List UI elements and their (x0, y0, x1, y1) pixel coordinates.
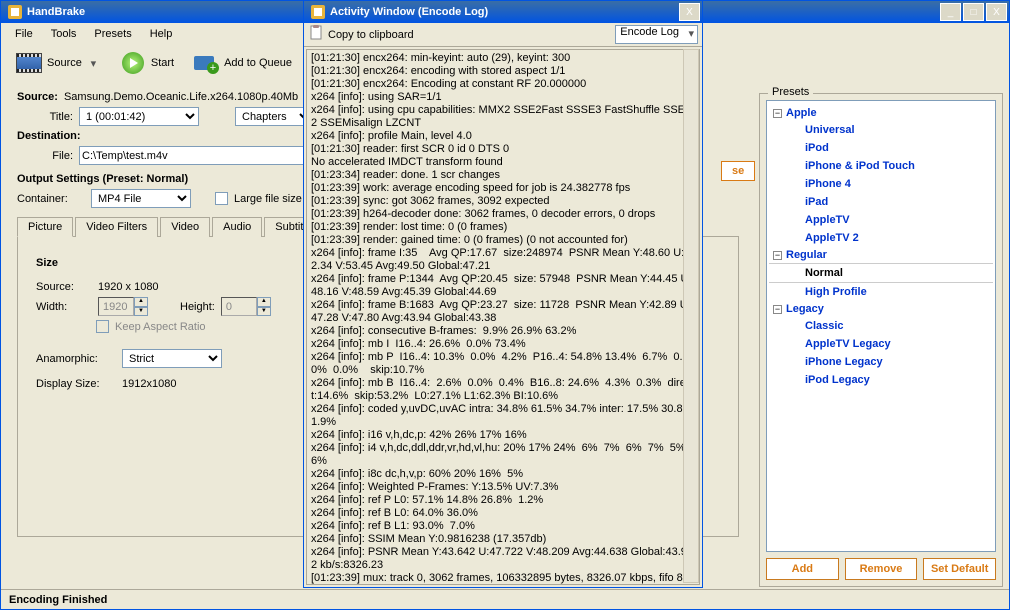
film-icon (15, 51, 43, 75)
play-icon (119, 51, 147, 75)
preset-default-button[interactable]: Set Default (923, 558, 996, 580)
preset-item[interactable]: iPad (769, 193, 993, 211)
title-label: Title: (17, 111, 73, 123)
large-file-checkbox[interactable] (215, 192, 228, 205)
height-label: Height: (180, 301, 215, 313)
collapse-icon[interactable]: − (773, 109, 782, 118)
keep-aspect-checkbox (96, 320, 109, 333)
collapse-icon[interactable]: − (773, 251, 782, 260)
width-label: Width: (36, 301, 92, 313)
display-size-label: Display Size: (36, 378, 116, 390)
preset-item[interactable]: AppleTV 2 (769, 229, 993, 247)
anamorphic-select[interactable]: Strict (122, 349, 222, 368)
app-icon (7, 4, 23, 20)
tab-audio[interactable]: Audio (212, 217, 262, 237)
preset-item[interactable]: iPod Legacy (769, 371, 993, 389)
height-spinner[interactable]: 0 ▲▼ (221, 297, 271, 316)
svg-text:+: + (210, 62, 216, 74)
source-dropdown-icon: ▾ (86, 57, 101, 70)
maximize-button[interactable]: □ (963, 3, 984, 21)
log-scrollbar[interactable] (683, 49, 699, 583)
activity-toolbar: Copy to clipboard Encode Log (304, 23, 702, 47)
preset-item[interactable]: Universal (769, 121, 993, 139)
large-file-label: Large file size (234, 193, 302, 205)
menu-tools[interactable]: Tools (43, 26, 85, 42)
collapse-icon[interactable]: − (773, 305, 782, 314)
encode-log[interactable]: [01:21:30] encx264: min-keyint: auto (29… (306, 49, 700, 585)
source-filename: Samsung.Demo.Oceanic.Life.x264.1080p.40M… (64, 91, 298, 103)
add-to-queue-button[interactable]: + Add to Queue (186, 49, 298, 77)
container-label: Container: (17, 193, 85, 205)
source-button[interactable]: Source ▾ (9, 49, 107, 77)
status-text: Encoding Finished (9, 594, 107, 606)
activity-icon (310, 4, 326, 20)
log-select[interactable]: Encode Log (615, 25, 698, 44)
preset-item[interactable]: High Profile (769, 283, 993, 301)
copy-clipboard-button[interactable]: Copy to clipboard (328, 29, 414, 41)
anamorphic-label: Anamorphic: (36, 353, 116, 365)
width-spinner[interactable]: 1920 ▲▼ (98, 297, 148, 316)
activity-titlebar[interactable]: Activity Window (Encode Log) X (304, 1, 702, 23)
container-select[interactable]: MP4 File (91, 189, 191, 208)
menu-presets[interactable]: Presets (86, 26, 139, 42)
preset-add-button[interactable]: Add (766, 558, 839, 580)
tab-video-filters[interactable]: Video Filters (75, 217, 158, 237)
start-button[interactable]: Start (113, 49, 180, 77)
clipboard-icon (308, 25, 324, 44)
destination-file-input[interactable] (79, 146, 309, 165)
presets-tree[interactable]: −Apple Universal iPod iPhone & iPod Touc… (766, 100, 996, 552)
presets-panel: Presets −Apple Universal iPod iPhone & i… (759, 93, 1003, 587)
preset-item-selected[interactable]: Normal (769, 263, 993, 283)
chevron-up-icon[interactable]: ▲ (257, 297, 271, 307)
presets-legend: Presets (768, 86, 813, 98)
preset-remove-button[interactable]: Remove (845, 558, 918, 580)
chevron-up-icon[interactable]: ▲ (134, 297, 148, 307)
close-button[interactable]: X (986, 3, 1007, 21)
pic-source-value: 1920 x 1080 (98, 281, 159, 293)
activity-close-button[interactable]: X (679, 3, 700, 21)
chevron-down-icon[interactable]: ▼ (134, 307, 148, 317)
minimize-button[interactable]: _ (940, 3, 961, 21)
chevron-down-icon[interactable]: ▼ (257, 307, 271, 317)
preset-item[interactable]: AppleTV (769, 211, 993, 229)
preset-item[interactable]: iPhone & iPod Touch (769, 157, 993, 175)
tab-video[interactable]: Video (160, 217, 210, 237)
queue-add-icon: + (192, 51, 220, 75)
preset-item[interactable]: Classic (769, 317, 993, 335)
pic-source-label: Source: (36, 281, 92, 293)
preset-item[interactable]: AppleTV Legacy (769, 335, 993, 353)
chapters-mode-select[interactable]: Chapters (235, 107, 313, 126)
status-bar: Encoding Finished (1, 589, 1009, 609)
browse-button[interactable]: se (721, 161, 755, 181)
preset-item[interactable]: iPhone 4 (769, 175, 993, 193)
menu-help[interactable]: Help (142, 26, 181, 42)
source-label: Source: (17, 91, 58, 103)
keep-aspect-label: Keep Aspect Ratio (115, 321, 206, 333)
file-label: File: (17, 150, 73, 162)
title-select[interactable]: 1 (00:01:42) (79, 107, 199, 126)
preset-item[interactable]: iPod (769, 139, 993, 157)
display-size-value: 1912x1080 (122, 378, 176, 390)
preset-group-legacy[interactable]: −Legacy (769, 301, 993, 317)
preset-group-regular[interactable]: −Regular (769, 247, 993, 263)
preset-item[interactable]: iPhone Legacy (769, 353, 993, 371)
menu-file[interactable]: File (7, 26, 41, 42)
destination-label: Destination: (17, 130, 81, 142)
preset-group-apple[interactable]: −Apple (769, 105, 993, 121)
activity-title: Activity Window (Encode Log) (330, 6, 679, 18)
tab-picture[interactable]: Picture (17, 217, 73, 237)
activity-window[interactable]: Activity Window (Encode Log) X Copy to c… (303, 0, 703, 588)
